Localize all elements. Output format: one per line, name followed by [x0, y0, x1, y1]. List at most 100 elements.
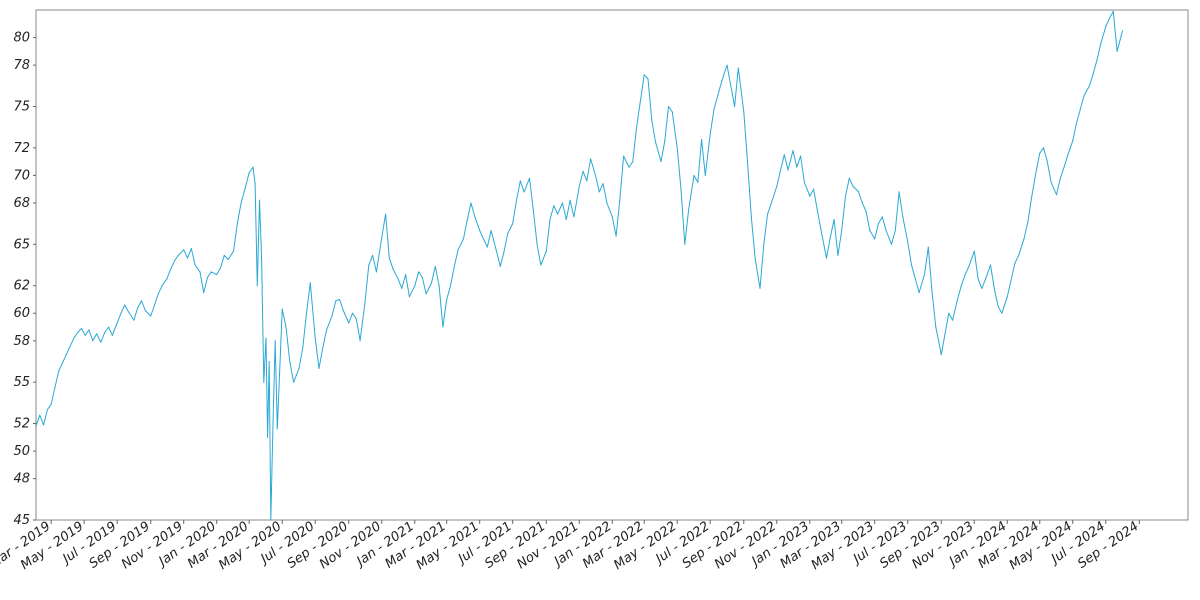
data-point	[348, 322, 350, 324]
data-point	[973, 250, 975, 252]
data-point	[877, 223, 880, 225]
data-point	[331, 315, 333, 317]
data-point	[1096, 59, 1098, 61]
data-point	[619, 199, 621, 201]
data-point	[885, 229, 887, 232]
data-point	[270, 519, 272, 521]
y-tick-label: 68	[13, 196, 30, 211]
data-point	[397, 278, 399, 280]
y-tick-label: 65	[13, 237, 30, 252]
data-point	[173, 260, 176, 262]
data-point	[486, 246, 488, 248]
data-point	[1072, 140, 1074, 142]
y-tick-label: 58	[13, 334, 30, 349]
data-point	[35, 425, 37, 427]
data-point	[216, 274, 218, 276]
data-point	[61, 362, 64, 364]
data-point	[746, 161, 749, 163]
data-point	[144, 309, 146, 312]
data-point	[495, 250, 498, 252]
data-point	[388, 257, 390, 259]
data-point	[272, 422, 274, 425]
data-point	[124, 304, 126, 306]
data-point	[177, 254, 179, 256]
data-point	[65, 354, 67, 356]
data-point	[258, 199, 261, 201]
data-point	[660, 161, 662, 163]
data-point	[944, 333, 946, 335]
data-point	[767, 213, 769, 215]
data-point	[561, 202, 564, 204]
data-point	[223, 254, 225, 256]
data-point	[813, 188, 815, 190]
data-point	[796, 166, 798, 168]
data-point	[918, 292, 920, 294]
data-point	[1010, 279, 1012, 281]
data-point	[335, 300, 337, 302]
data-point	[874, 238, 876, 240]
data-point	[462, 238, 465, 240]
data-point	[54, 387, 56, 389]
data-point	[667, 105, 670, 108]
data-point	[1055, 194, 1058, 196]
data-point	[968, 265, 970, 267]
data-point	[263, 381, 265, 383]
data-point	[244, 188, 246, 190]
data-point	[894, 229, 896, 232]
data-point	[252, 166, 254, 168]
data-point	[639, 100, 642, 102]
data-point	[421, 276, 423, 278]
data-point	[73, 337, 75, 339]
data-point	[960, 285, 962, 287]
data-point	[1083, 94, 1085, 97]
data-point	[1034, 174, 1036, 176]
data-point	[1105, 25, 1107, 28]
data-point	[981, 287, 983, 289]
series-line	[35, 10, 1123, 521]
series-layer	[35, 10, 1124, 521]
data-point	[133, 319, 135, 321]
data-point	[190, 247, 192, 250]
data-point	[88, 329, 90, 331]
data-point	[268, 360, 270, 363]
data-point	[643, 74, 645, 76]
data-point	[161, 285, 163, 287]
data-point	[39, 414, 41, 416]
data-point	[726, 64, 728, 66]
data-point	[910, 264, 913, 266]
data-point	[375, 271, 377, 273]
data-point	[1027, 221, 1029, 223]
data-point	[276, 428, 278, 430]
data-point	[931, 292, 933, 294]
data-point	[1063, 166, 1065, 168]
data-point	[342, 309, 344, 312]
data-point	[783, 154, 785, 156]
data-point	[261, 257, 263, 259]
data-point	[96, 333, 98, 335]
data-point	[58, 370, 60, 372]
data-point	[881, 216, 883, 218]
data-point	[1100, 42, 1102, 44]
data-point	[865, 210, 867, 212]
data-point	[565, 218, 567, 221]
data-point	[717, 94, 719, 97]
data-point	[1059, 177, 1061, 179]
data-point	[602, 183, 604, 185]
data-point	[519, 180, 521, 182]
y-axis: 45 48 50 52 55 58 60 62 65 68 70 72 75 78 80	[13, 31, 36, 528]
data-point	[523, 191, 525, 193]
y-tick-label: 75	[13, 99, 30, 114]
data-point	[985, 278, 987, 280]
data-point	[438, 285, 440, 287]
data-point	[1121, 30, 1124, 32]
data-point	[737, 67, 739, 69]
data-point	[503, 250, 505, 252]
data-point	[647, 78, 649, 80]
data-point	[671, 111, 673, 113]
data-point	[688, 209, 690, 211]
data-point	[852, 185, 854, 187]
data-point	[414, 285, 416, 287]
data-point	[359, 340, 361, 342]
y-tick-label: 50	[13, 444, 30, 459]
data-point	[111, 334, 113, 336]
